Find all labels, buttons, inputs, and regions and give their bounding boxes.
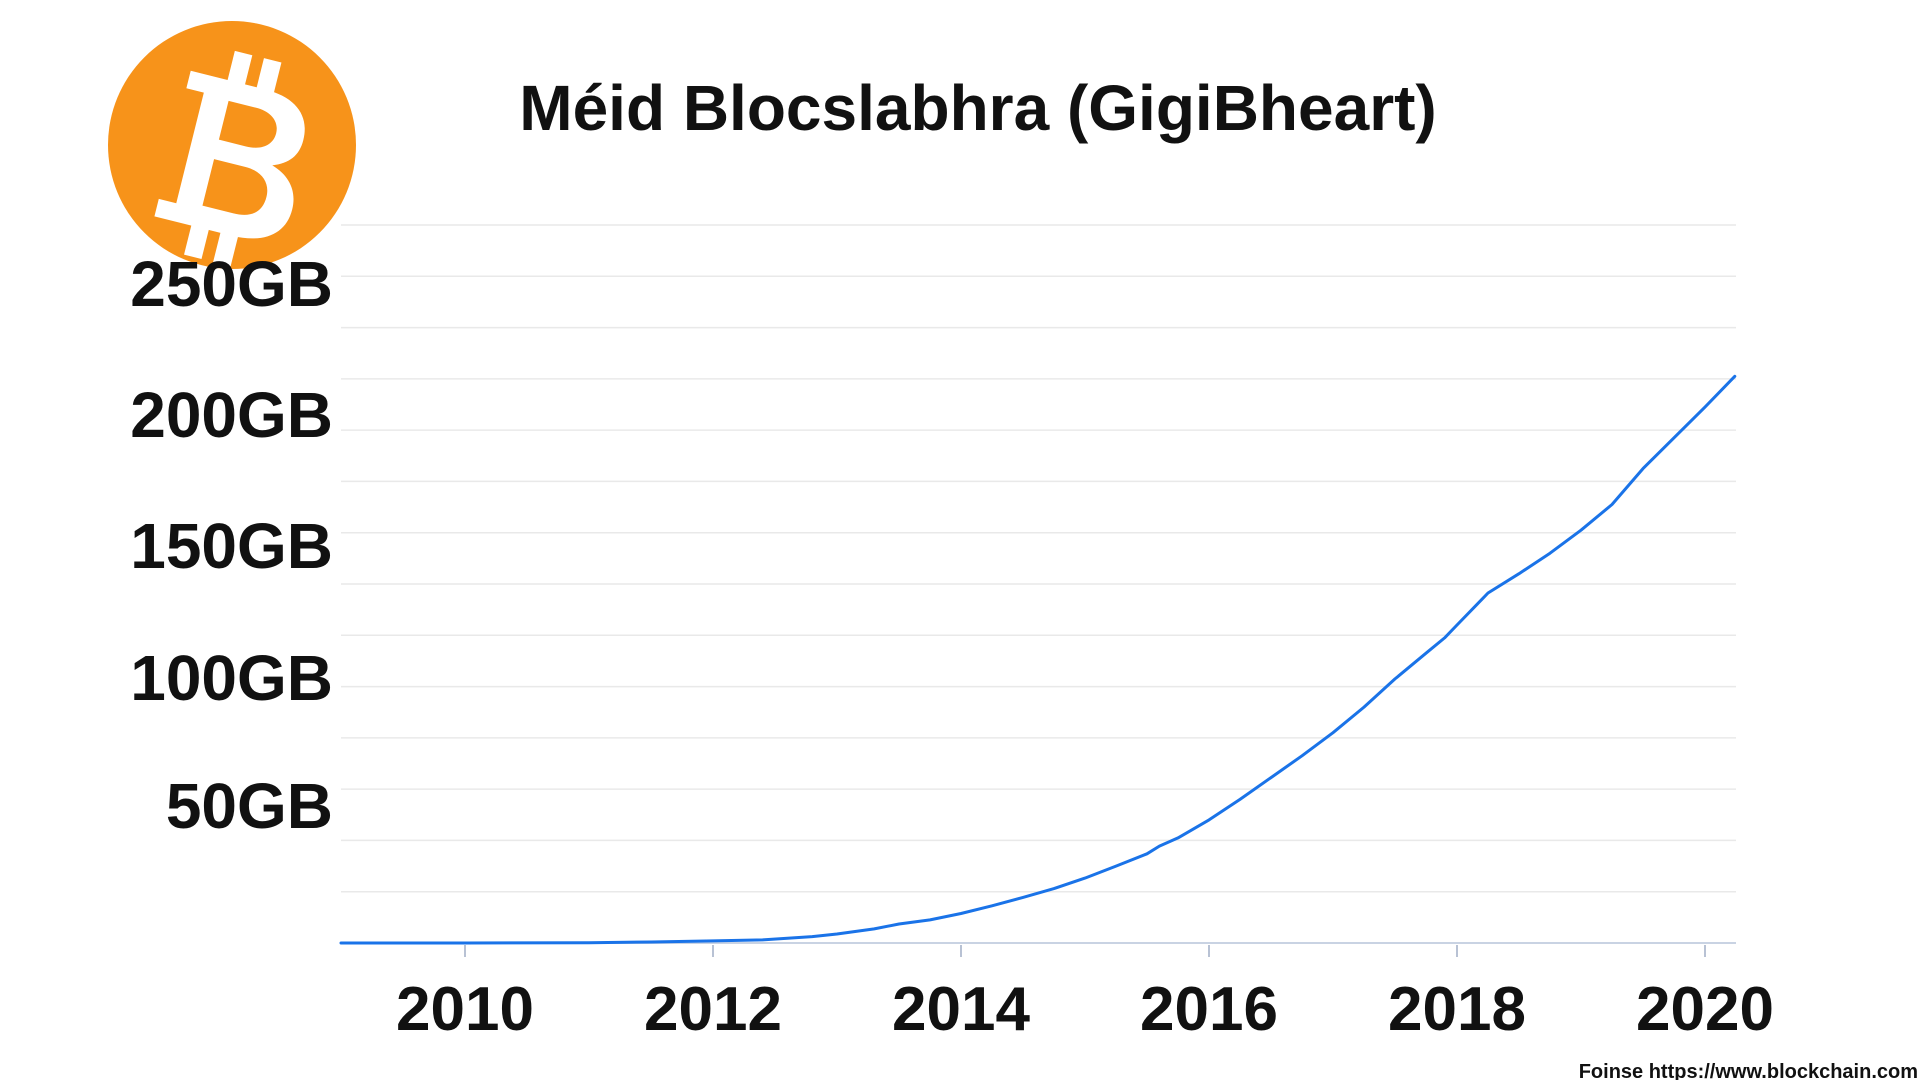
y-tick-label: 150GB	[130, 510, 333, 582]
grid	[341, 224, 1736, 893]
bitcoin-logo-icon	[108, 21, 356, 269]
bitcoin-logo-bar-bottom-left	[184, 223, 210, 260]
x-tick-label: 2010	[396, 975, 534, 1044]
series-line	[339, 374, 1737, 945]
x-axis	[341, 942, 1736, 957]
bitcoin-logo-bar-bottom-right	[213, 230, 239, 267]
bitcoin-logo-glyph	[154, 70, 305, 239]
bitcoin-logo-bar-top-right	[256, 58, 282, 94]
source-note: Foinse https://www.blockchain.com	[1579, 1061, 1918, 1080]
x-tick-label: 2014	[892, 975, 1030, 1044]
y-tick-label: 50GB	[166, 770, 333, 842]
y-tick-label: 100GB	[130, 642, 333, 714]
x-tick-label: 2012	[644, 975, 782, 1044]
series	[339, 374, 1737, 945]
x-tick-label: 2018	[1388, 975, 1526, 1044]
x-tick-label: 2020	[1636, 975, 1774, 1044]
x-axis-labels: 2010 2012 2014 2016 2018 2020	[396, 975, 1774, 1044]
y-axis-labels: 50GB 100GB 150GB 200GB 250GB	[130, 248, 333, 842]
chart-title: Méid Blocslabhra (GigiBheart)	[519, 72, 1436, 144]
y-tick-label: 250GB	[130, 248, 333, 320]
x-tick-label: 2016	[1140, 975, 1278, 1044]
bitcoin-logo-bar-top-left	[227, 50, 253, 87]
y-tick-label: 200GB	[130, 379, 333, 451]
